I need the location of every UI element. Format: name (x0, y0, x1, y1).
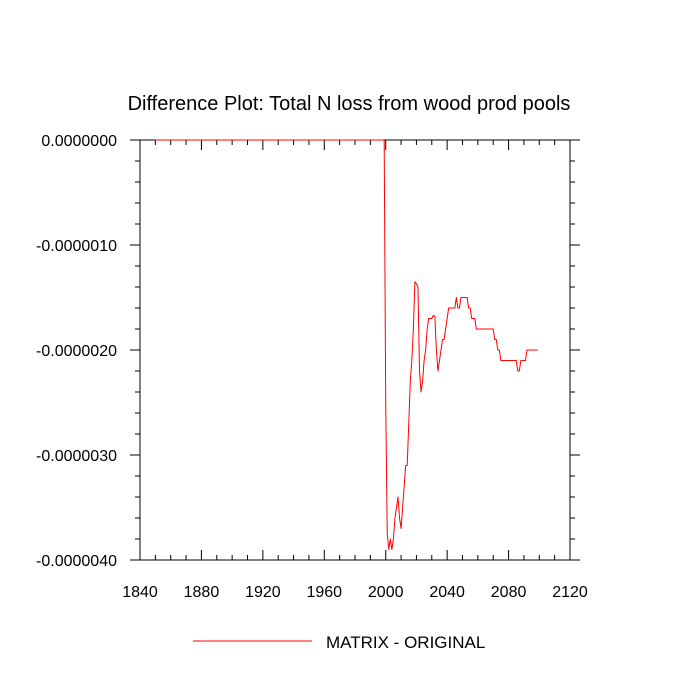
series-layer (155, 139, 538, 550)
x-axis: 1840 1880 1920 1960 2000 2040 2080 2120 (122, 140, 588, 601)
x-tick-label: 1840 (122, 584, 158, 601)
x-tick-label: 1880 (184, 584, 220, 601)
x-tick-label: 2040 (429, 584, 465, 601)
y-tick-label: -0.0000020 (36, 343, 117, 360)
legend-label: MATRIX - ORIGINAL (326, 633, 485, 652)
y-tick-label: -0.0000030 (36, 448, 117, 465)
y-axis: 0.0000000 -0.0000010 -0.0000020 -0.0000030 -… (36, 133, 580, 570)
chart-title: Difference Plot: Total N loss from wood … (128, 93, 571, 115)
plot-frame (139, 139, 571, 561)
y-tick-label: 0.0000000 (41, 133, 117, 150)
x-tick-label: 1960 (306, 584, 342, 601)
x-tick-label: 2000 (368, 584, 404, 601)
y-tick-label: -0.0000040 (36, 553, 117, 570)
x-tick-label: 2080 (491, 584, 527, 601)
x-tick-label: 2120 (552, 584, 588, 601)
series-line-0 (155, 139, 538, 550)
y-tick-label: -0.0000010 (36, 238, 117, 255)
x-tick-label: 1920 (245, 584, 281, 601)
legend: MATRIX - ORIGINAL (193, 633, 485, 652)
